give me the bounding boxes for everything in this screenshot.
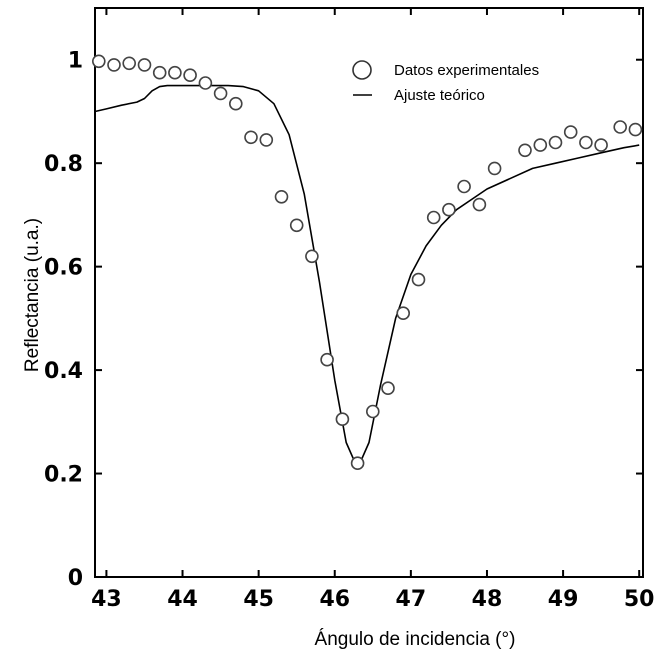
data-point [107, 58, 121, 72]
data-point [289, 218, 304, 233]
data-point [442, 202, 456, 217]
data-point [198, 76, 213, 90]
data-point [457, 179, 471, 194]
x-tick-label: 43 [91, 587, 122, 612]
x-tick-labels: 43 44 45 46 47 48 49 50 [91, 587, 654, 612]
plot-frame [94, 7, 644, 578]
x-tick-label: 46 [319, 587, 350, 612]
data-point [396, 306, 411, 321]
data-point [305, 249, 319, 264]
data-point [533, 138, 548, 152]
data-point [168, 65, 182, 80]
data-point [613, 120, 628, 134]
data-point [350, 456, 365, 471]
data-point [579, 135, 593, 150]
data-point [563, 125, 578, 139]
legend-label-experimental: Datos experimentales [394, 62, 539, 79]
x-tick-label: 48 [472, 587, 503, 612]
data-point [548, 135, 563, 150]
x-tick-label: 44 [167, 587, 198, 612]
data-point [137, 58, 152, 72]
data-point [244, 130, 258, 145]
y-tick-label: 0.6 [44, 256, 83, 281]
y-tick-label: 1 [68, 49, 83, 74]
data-point [411, 272, 426, 287]
data-point [229, 96, 243, 111]
data-point [426, 210, 441, 225]
x-tick-label: 50 [624, 587, 655, 612]
data-markers-layer [92, 54, 643, 471]
data-point [320, 352, 334, 367]
data-point [92, 54, 106, 69]
data-point [183, 68, 197, 82]
x-tick-label: 47 [396, 587, 427, 612]
y-tick-label: 0.4 [44, 359, 83, 384]
data-point [122, 56, 136, 71]
y-tick-labels: 0 0.2 0.4 0.6 0.8 1 [44, 49, 83, 591]
data-point [152, 65, 167, 80]
x-tick-label: 49 [548, 587, 579, 612]
y-tick-label: 0.8 [44, 152, 83, 177]
data-point [259, 133, 274, 147]
axis-ticks [95, 8, 643, 578]
data-point [472, 197, 487, 212]
y-axis-title: Reflectancia (u.a.) [22, 218, 43, 372]
data-point [487, 161, 502, 176]
legend-label-fit: Ajuste teórico [394, 87, 485, 104]
data-point [594, 138, 608, 152]
y-tick-label: 0.2 [44, 463, 83, 488]
data-point [335, 412, 350, 427]
legend-circle-marker [352, 60, 372, 80]
data-point [518, 143, 532, 158]
x-axis-title: Ángulo de incidencia (°) [315, 629, 516, 650]
fit-curve-layer [94, 84, 640, 470]
legend: Datos experimentales Ajuste teórico [352, 60, 539, 104]
y-tick-label: 0 [68, 566, 83, 591]
data-point [213, 86, 228, 101]
fit-curve-line [94, 84, 640, 470]
data-point [274, 190, 289, 204]
data-point [365, 404, 380, 419]
x-tick-label: 45 [243, 587, 274, 612]
data-point [628, 122, 643, 137]
data-point [381, 381, 395, 396]
